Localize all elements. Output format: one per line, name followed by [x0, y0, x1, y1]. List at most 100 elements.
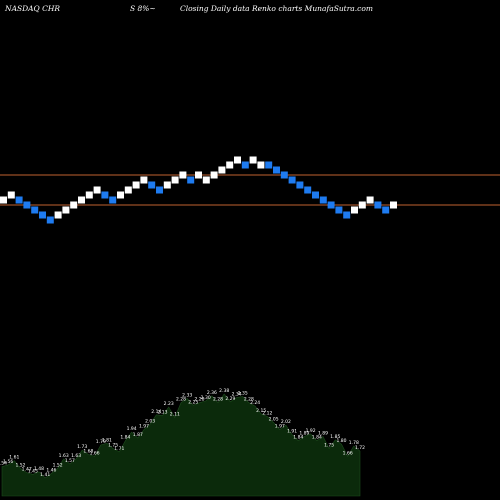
renko-brick-up — [351, 206, 358, 214]
renko-brick-up — [124, 186, 132, 194]
renko-brick-up — [390, 201, 397, 209]
volume-value-label: 1.91 — [287, 429, 297, 435]
renko-brick-down — [46, 216, 54, 224]
volume-value-label: 1.52 — [53, 462, 63, 468]
volume-value-label: 2.15 — [256, 408, 266, 414]
volume-value-label: 2.25 — [188, 399, 198, 405]
volume-value-label: 1.84 — [312, 435, 322, 441]
volume-value-label: 1.80 — [336, 438, 346, 444]
volume-value-label: 1.63 — [71, 453, 81, 459]
renko-brick-down — [15, 196, 23, 204]
renko-brick-up — [140, 176, 148, 184]
volume-labels: 1.541.561.611.521.471.451.481.411.461.52… — [0, 388, 365, 478]
volume-value-label: 1.66 — [90, 450, 100, 456]
renko-brick-down — [304, 186, 312, 194]
volume-value-label: 1.84 — [120, 435, 130, 441]
renko-brick-down — [319, 196, 327, 204]
volume-value-label: 2.11 — [170, 411, 180, 417]
volume-area — [1, 393, 361, 497]
renko-brick-up — [179, 171, 187, 179]
volume-value-label: 2.14 — [151, 409, 161, 415]
volume-value-label: 1.71 — [114, 446, 124, 452]
renko-brick-up — [78, 196, 85, 204]
volume-value-label: 2.05 — [269, 417, 279, 423]
renko-brick-down — [312, 191, 319, 199]
renko-brick-up — [218, 166, 226, 174]
volume-value-label: 1.75 — [324, 443, 334, 449]
renko-brick-up — [62, 206, 70, 214]
volume-value-label: 1.78 — [349, 440, 359, 446]
reference-lines — [0, 174, 500, 206]
volume-value-label: 2.30 — [201, 395, 211, 401]
volume-value-label: 1.79 — [96, 439, 106, 445]
volume-value-label: 2.36 — [207, 390, 217, 396]
renko-brick-up — [366, 196, 374, 204]
caption-label: Closing Daily data Renko charts MunafaSu… — [180, 4, 373, 13]
volume-value-label: 1.72 — [355, 445, 365, 451]
volume-value-label: 1.63 — [59, 453, 69, 459]
renko-brick-down — [280, 171, 288, 179]
volume-value-label: 1.66 — [343, 450, 353, 456]
renko-brick-down — [327, 201, 335, 209]
renko-brick-up — [0, 196, 7, 204]
volume-value-label: 1.68 — [83, 449, 93, 455]
renko-brick-up — [85, 191, 93, 199]
renko-brick-down — [382, 206, 390, 214]
renko-brick-down — [296, 181, 304, 189]
renko-brick-down — [273, 166, 280, 174]
volume-value-label: 1.46 — [46, 468, 56, 474]
renko-brick-up — [257, 161, 265, 169]
volume-value-label: 2.35 — [238, 391, 248, 397]
renko-brick-down — [23, 201, 31, 209]
chart-header: NASDAQ CHR S 8%~ Closing Daily data Renk… — [5, 1, 495, 15]
volume-value-label: 2.28 — [194, 397, 204, 403]
change-label: S 8%~ — [130, 4, 156, 13]
volume-value-label: 2.29 — [225, 396, 235, 402]
volume-value-label: 1.84 — [293, 435, 303, 441]
renko-brick-up — [195, 171, 202, 179]
renko-brick-down — [241, 161, 249, 169]
volume-value-label: 2.34 — [232, 392, 242, 398]
volume-value-label: 2.13 — [157, 410, 167, 416]
volume-value-label: 2.28 — [213, 397, 223, 403]
volume-value-label: 1.87 — [133, 432, 143, 438]
renko-brick-down — [109, 196, 117, 204]
renko-brick-up — [70, 201, 78, 209]
renko-brick-down — [148, 181, 156, 189]
renko-brick-down — [31, 206, 39, 214]
renko-brick-up — [358, 201, 366, 209]
volume-value-label: 1.57 — [65, 458, 75, 464]
renko-brick-up — [210, 171, 218, 179]
renko-brick-down — [156, 186, 163, 194]
volume-value-label: 2.24 — [250, 400, 260, 406]
volume-value-label: 1.92 — [306, 428, 316, 434]
renko-brick-up — [202, 176, 210, 184]
volume-value-label: 1.97 — [275, 424, 285, 430]
renko-brick-up — [54, 211, 62, 219]
renko-brick-up — [93, 186, 101, 194]
renko-brick-down — [265, 161, 273, 169]
volume-value-label: 2.28 — [176, 397, 186, 403]
volume-value-label: 1.85 — [330, 434, 340, 440]
volume-value-label: 1.47 — [22, 467, 32, 473]
volume-value-label: 1.73 — [77, 444, 87, 450]
renko-brick-up — [163, 181, 171, 189]
volume-value-label: 1.81 — [102, 437, 112, 443]
volume-value-label: 1.48 — [34, 466, 44, 472]
volume-value-label: 1.89 — [318, 430, 328, 436]
renko-brick-up — [249, 156, 257, 164]
volume-value-label: 2.23 — [164, 401, 174, 407]
renko-brick-up — [171, 176, 179, 184]
volume-value-label: 1.89 — [299, 430, 309, 436]
volume-area-shape — [1, 393, 361, 497]
volume-value-label: 1.56 — [3, 459, 13, 465]
renko-brick-down — [335, 206, 343, 214]
volume-value-label: 1.94 — [127, 426, 137, 432]
renko-brick-up — [117, 191, 124, 199]
renko-bricks — [0, 156, 397, 224]
renko-brick-down — [187, 176, 195, 184]
renko-brick-up — [7, 191, 15, 199]
volume-value-label: 2.02 — [281, 419, 291, 425]
renko-brick-down — [101, 191, 109, 199]
volume-value-label: 1.45 — [28, 468, 38, 474]
